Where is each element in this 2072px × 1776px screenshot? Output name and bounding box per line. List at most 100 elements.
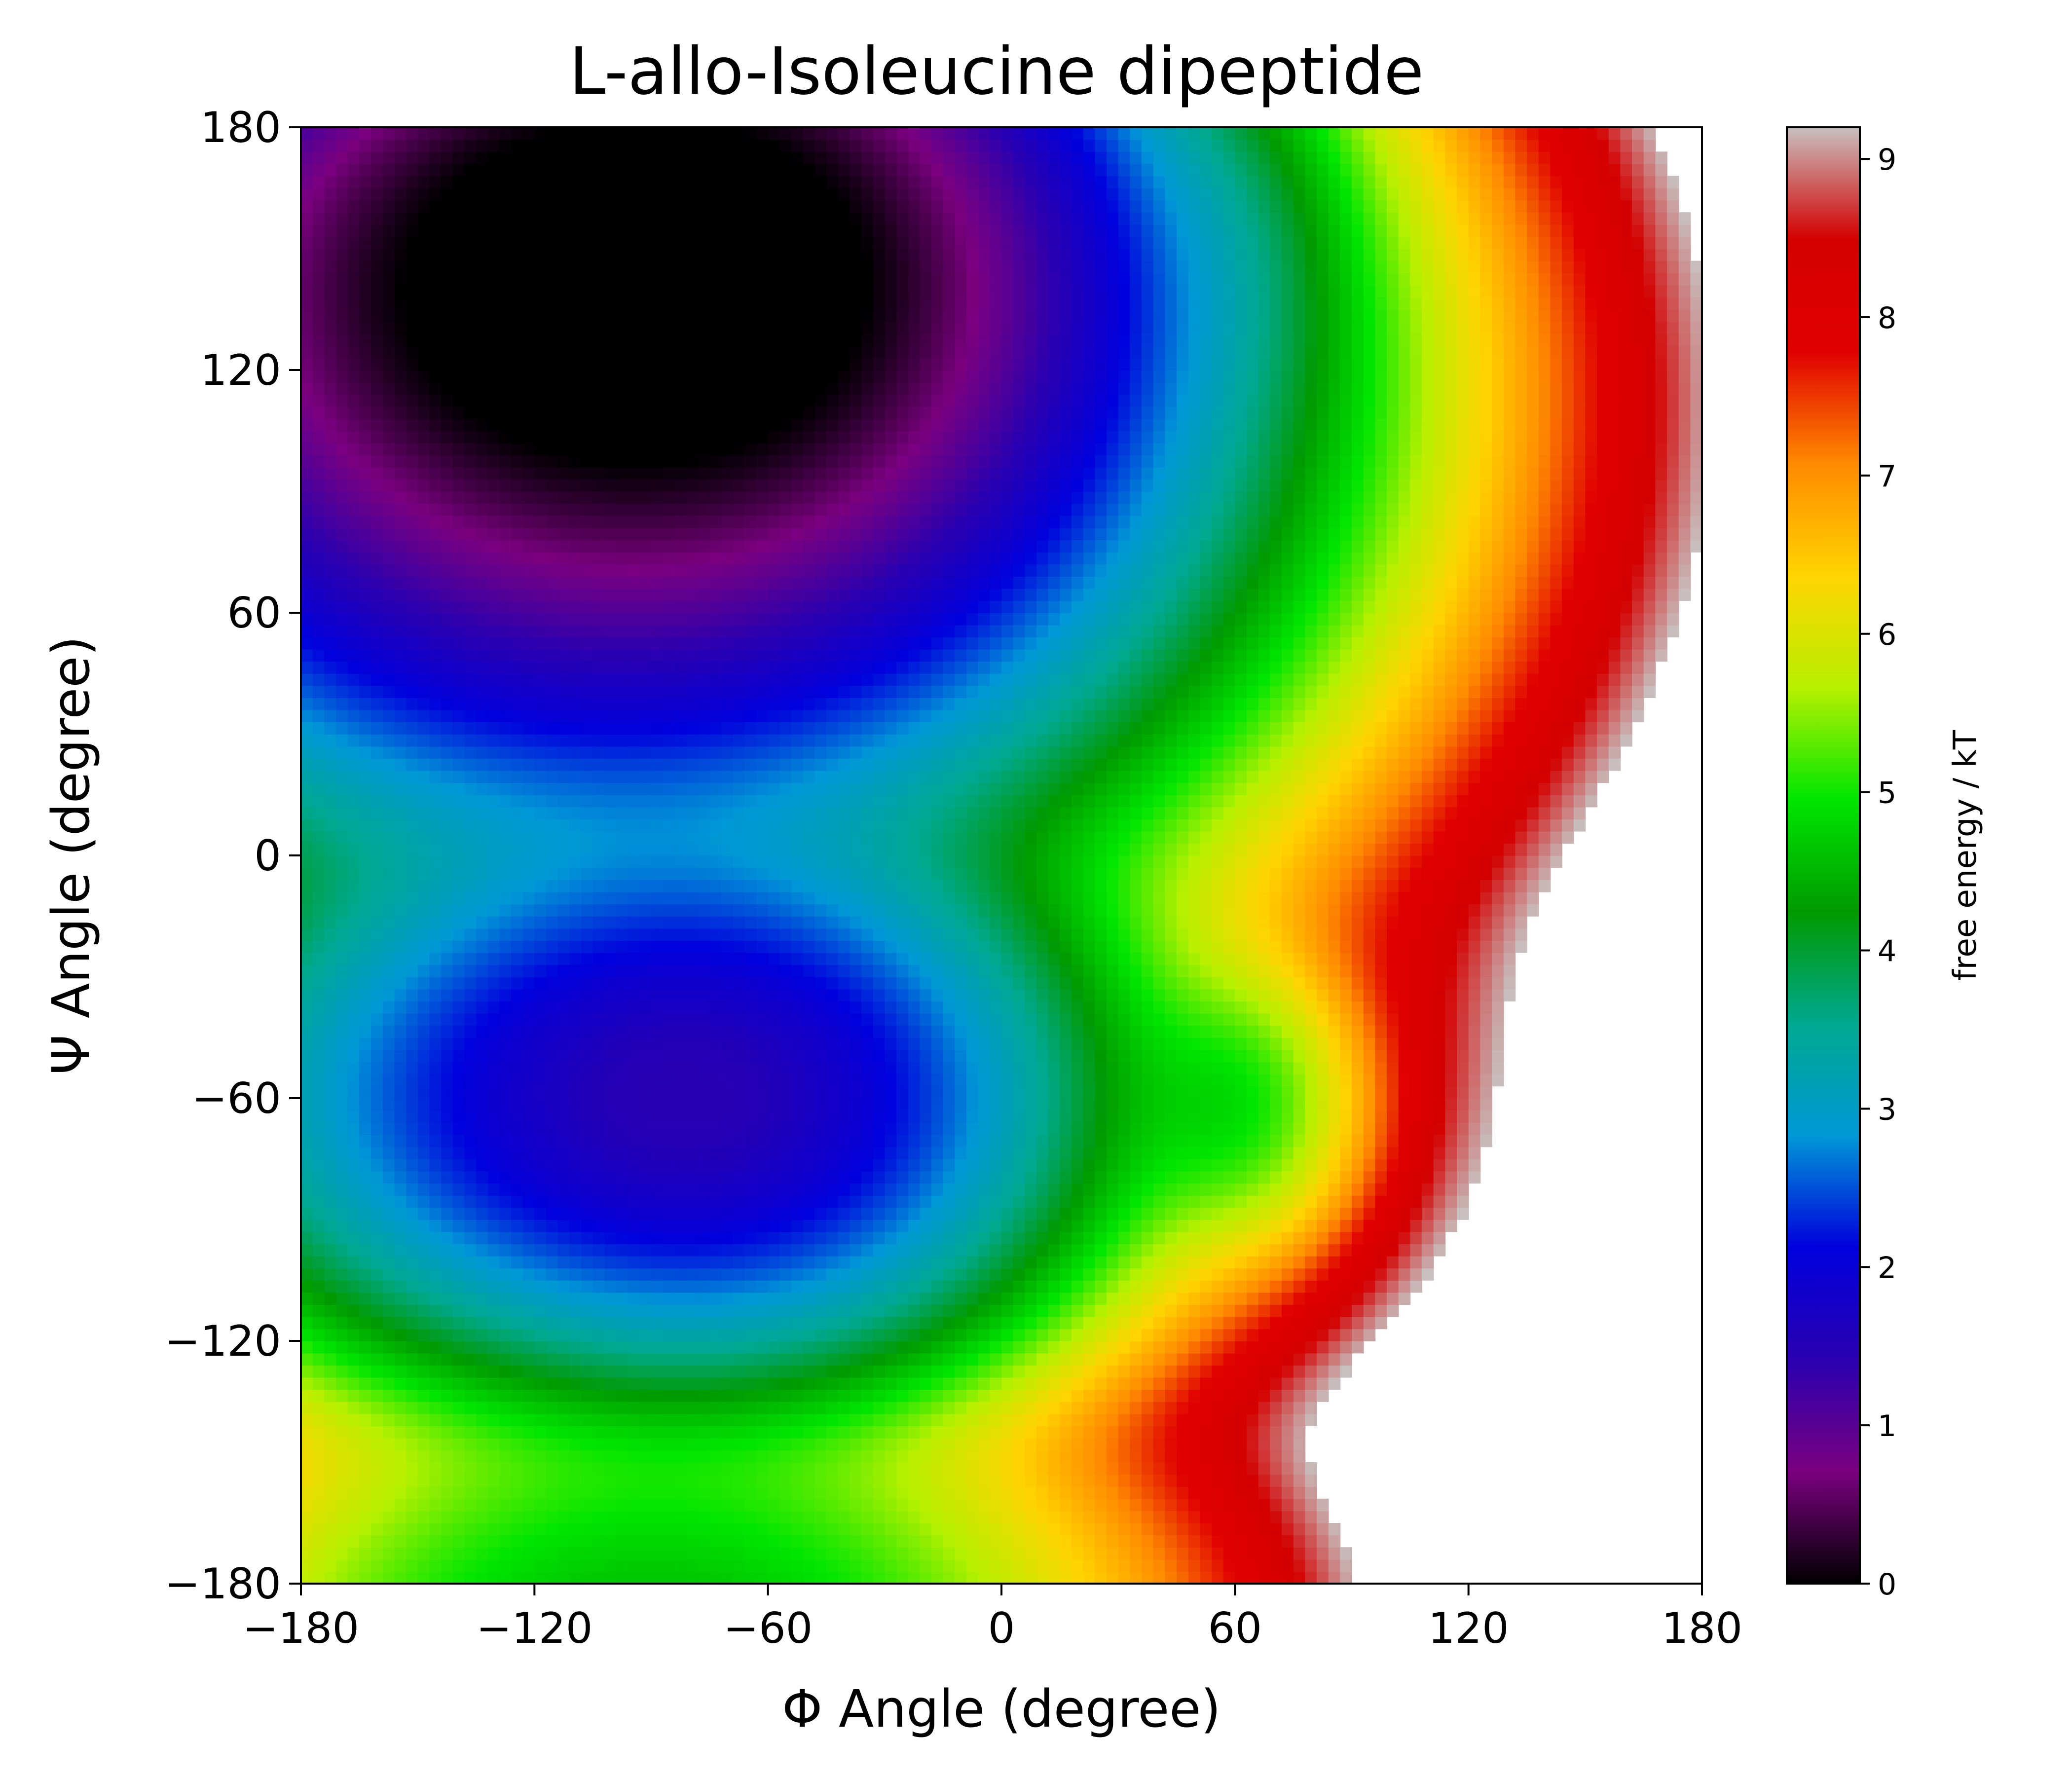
- heat-cell: [394, 1037, 407, 1050]
- heat-cell: [499, 673, 512, 686]
- heat-cell: [417, 1231, 430, 1244]
- heat-cell: [441, 1462, 453, 1475]
- heat-cell: [616, 1268, 629, 1281]
- heat-cell: [628, 613, 640, 626]
- heat-cell: [709, 807, 722, 819]
- heat-cell: [301, 855, 313, 868]
- heat-cell: [301, 1220, 313, 1232]
- heat-cell: [511, 139, 523, 152]
- heat-cell: [301, 1304, 313, 1317]
- heat-cell: [464, 564, 477, 577]
- heat-cell: [336, 685, 348, 698]
- heat-cell: [569, 552, 582, 565]
- heat-cell: [441, 1049, 453, 1062]
- heat-cell: [406, 649, 418, 662]
- heat-cell: [628, 345, 640, 359]
- heat-cell: [394, 940, 407, 953]
- heat-cell: [347, 843, 360, 856]
- heat-cell: [698, 1001, 710, 1014]
- heat-cell: [651, 1486, 664, 1499]
- heat-cell: [324, 200, 336, 213]
- heat-cell: [639, 540, 652, 553]
- heat-cell: [569, 709, 582, 723]
- heat-cell: [417, 1147, 430, 1159]
- heat-cell: [709, 758, 722, 771]
- heat-cell: [406, 1341, 418, 1354]
- heat-cell: [499, 503, 512, 516]
- heat-cell: [779, 734, 792, 747]
- heat-cell: [651, 928, 664, 941]
- heat-cell: [709, 1498, 722, 1512]
- heat-cell: [686, 1244, 699, 1257]
- heat-cell: [616, 358, 629, 370]
- heat-cell: [581, 1426, 593, 1439]
- heat-cell: [371, 1329, 383, 1341]
- heat-cell: [359, 1462, 371, 1475]
- heat-cell: [698, 309, 710, 322]
- heat-cell: [698, 576, 710, 589]
- heat-cell: [406, 637, 418, 650]
- heat-cell: [686, 552, 699, 565]
- heat-cell: [487, 297, 500, 310]
- heat-cell: [511, 722, 523, 735]
- heat-cell: [546, 1571, 558, 1584]
- heat-cell: [441, 163, 453, 177]
- heat-cell: [441, 1159, 453, 1172]
- heat-cell: [417, 431, 430, 444]
- heat-cell: [487, 151, 500, 164]
- heat-cell: [663, 394, 675, 407]
- heat-cell: [406, 503, 418, 516]
- heat-cell: [768, 1062, 780, 1074]
- heat-cell: [406, 1389, 418, 1402]
- heat-cell: [347, 1244, 360, 1257]
- heat-cell: [522, 1037, 535, 1050]
- heat-cell: [359, 831, 371, 844]
- heat-cell: [628, 333, 640, 346]
- heat-cell: [616, 977, 629, 990]
- heat-cell: [417, 880, 430, 892]
- heat-cell: [592, 698, 605, 710]
- heat-cell: [487, 1559, 500, 1572]
- heat-cell: [394, 1402, 407, 1414]
- heat-cell: [347, 418, 360, 431]
- heat-cell: [616, 1110, 629, 1123]
- heat-cell: [581, 1474, 593, 1487]
- heat-cell: [394, 831, 407, 844]
- heat-cell: [371, 867, 383, 880]
- heat-cell: [476, 722, 488, 735]
- heat-cell: [546, 891, 558, 905]
- heat-cell: [651, 1402, 664, 1414]
- heat-cell: [499, 1159, 512, 1172]
- heat-cell: [371, 795, 383, 808]
- heat-cell: [324, 1304, 336, 1317]
- heat-cell: [429, 807, 442, 819]
- heat-cell: [557, 843, 570, 856]
- heat-cell: [733, 1073, 745, 1087]
- heat-cell: [429, 855, 442, 868]
- heat-cell: [546, 819, 558, 832]
- heat-cell: [768, 1426, 780, 1439]
- heat-cell: [663, 843, 675, 856]
- heat-cell: [569, 418, 582, 431]
- heat-cell: [347, 673, 360, 686]
- heat-cell: [487, 1098, 500, 1111]
- heat-cell: [487, 1353, 500, 1366]
- heat-cell: [476, 928, 488, 941]
- heat-cell: [487, 1377, 500, 1390]
- heat-cell: [686, 370, 699, 383]
- heat-cell: [768, 260, 780, 273]
- heat-cell: [604, 224, 617, 237]
- heat-cell: [651, 576, 664, 589]
- heat-cell: [733, 139, 745, 152]
- heat-cell: [312, 1280, 325, 1293]
- heat-cell: [651, 406, 664, 419]
- heat-cell: [744, 940, 757, 953]
- heat-cell: [511, 734, 523, 747]
- heat-cell: [557, 163, 570, 177]
- heat-cell: [347, 224, 360, 237]
- heat-cell: [733, 1523, 745, 1536]
- heat-cell: [604, 1426, 617, 1439]
- heat-cell: [359, 151, 371, 164]
- heat-cell: [768, 989, 780, 1001]
- heat-cell: [779, 1244, 792, 1257]
